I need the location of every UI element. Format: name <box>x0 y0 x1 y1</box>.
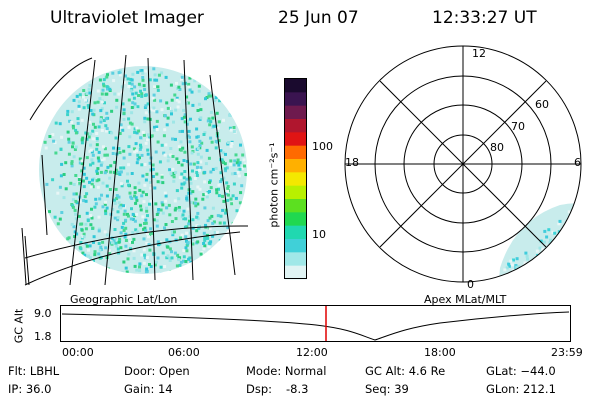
door-info: Door: Open <box>124 364 190 378</box>
dsp-value: -8.3 <box>286 382 309 396</box>
geo-caption: Geographic Lat/Lon <box>70 293 178 306</box>
mlat-label-60: 60 <box>535 98 549 111</box>
alt-xtick-0600: 06:00 <box>168 346 200 359</box>
mode-info: Mode: Normal <box>246 364 327 378</box>
image-disk <box>39 66 247 274</box>
alt-xtick-2359: 23:59 <box>551 346 583 359</box>
color-bar <box>284 78 307 280</box>
mlat-label-80: 80 <box>490 141 504 154</box>
altitude-plot <box>60 305 571 342</box>
gc-alt-info: GC Alt: 4.6 Re <box>365 364 446 378</box>
mlt-label-0: 0 <box>467 278 474 291</box>
alt-ytick-top: 9.0 <box>34 307 52 320</box>
glat-info: GLat: −44.0 <box>486 364 556 378</box>
date-label: 25 Jun 07 <box>278 8 359 28</box>
mlat-label-70: 70 <box>511 120 525 133</box>
colorbar-tick-10: 10 <box>312 228 326 241</box>
altitude-curve <box>61 311 570 341</box>
dsp-label: Dsp: <box>246 382 273 396</box>
alt-xtick-1800: 18:00 <box>424 346 456 359</box>
apex-caption: Apex MLat/MLT <box>424 293 507 306</box>
alt-xtick-1200: 12:00 <box>296 346 328 359</box>
mlt-label-18: 18 <box>345 156 359 169</box>
time-label: 12:33:27 UT <box>432 8 537 28</box>
colorbar-tick-100: 100 <box>312 140 333 153</box>
ip-info: IP: 36.0 <box>8 382 52 396</box>
colorbar-unit-label: photon cm⁻²s⁻¹ <box>267 142 281 228</box>
glon-info: GLon: 212.1 <box>486 382 556 396</box>
mlt-label-6: 6 <box>574 156 581 169</box>
polar-plot <box>344 45 582 283</box>
alt-ytick-bottom: 1.8 <box>34 330 52 343</box>
filter-info: Flt: LBHL <box>8 364 60 378</box>
geo-grid <box>21 54 249 286</box>
image-speckle <box>43 67 247 274</box>
alt-ylabel: GC Alt <box>12 308 26 344</box>
seq-info: Seq: 39 <box>365 382 409 396</box>
mlt-label-12: 12 <box>472 47 486 60</box>
geographic-image <box>21 54 249 286</box>
app-title: Ultraviolet Imager <box>50 8 204 28</box>
polar-grid <box>344 45 582 283</box>
gain-info: Gain: 14 <box>124 382 173 396</box>
alt-xtick-0000: 00:00 <box>62 346 94 359</box>
